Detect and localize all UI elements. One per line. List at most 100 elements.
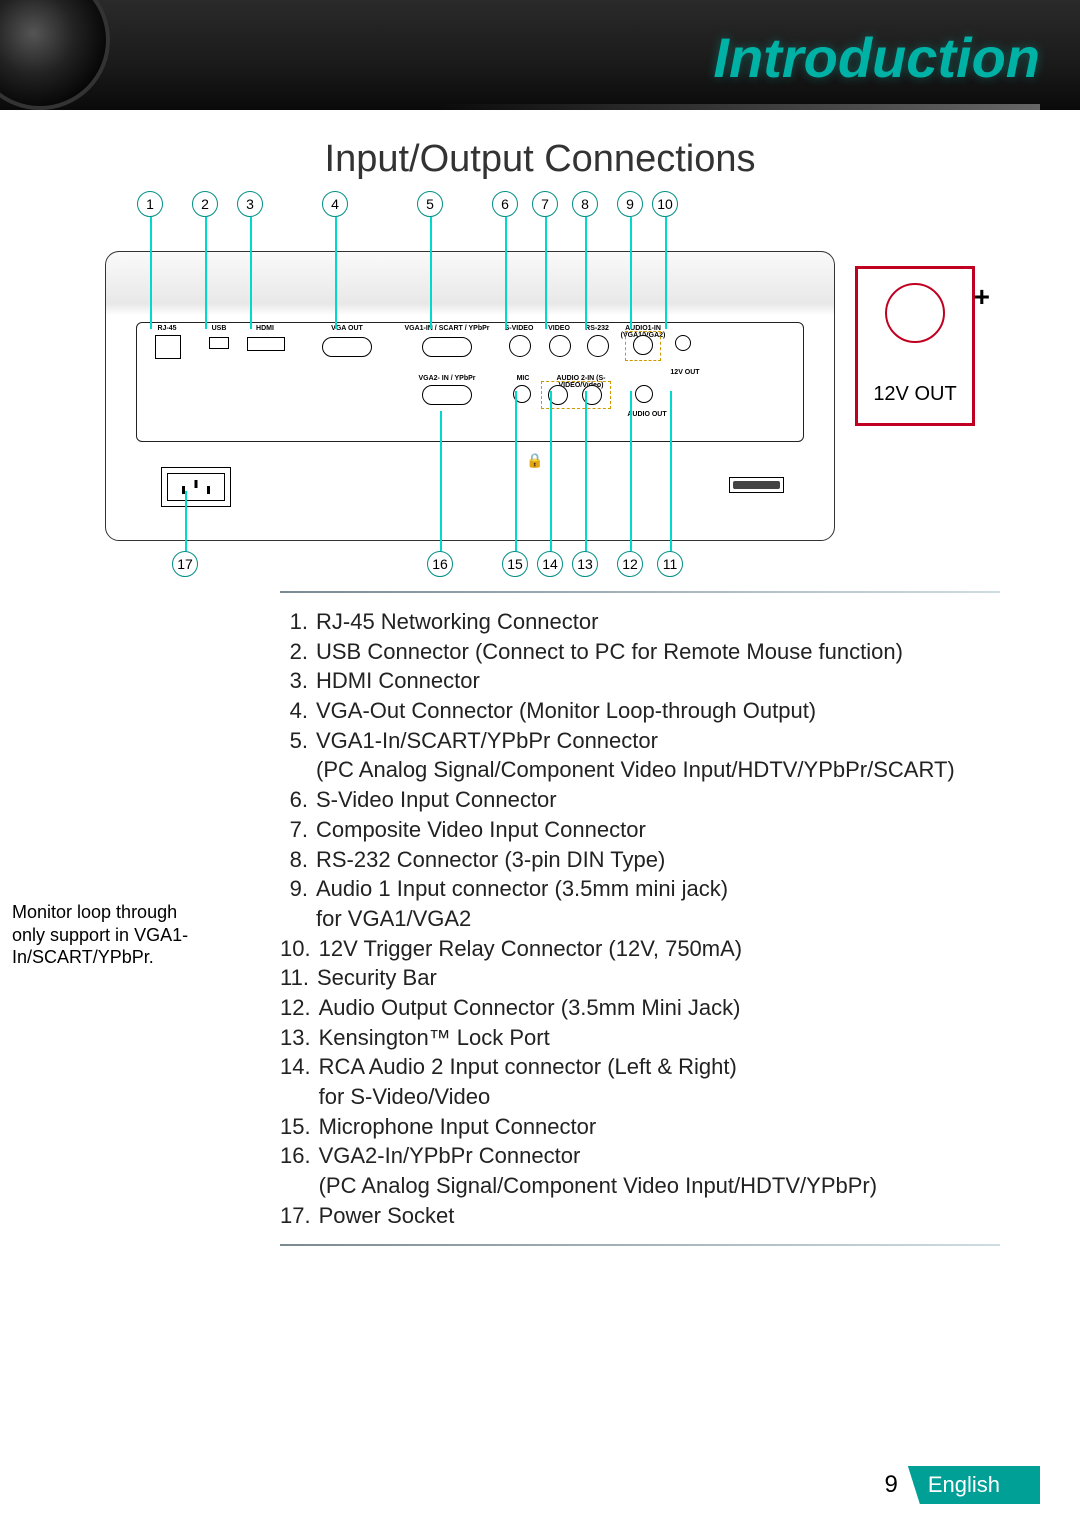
- list-item: 2.USB Connector (Connect to PC for Remot…: [280, 637, 1040, 667]
- list-item: 6.S-Video Input Connector: [280, 785, 1040, 815]
- leader-line: [430, 217, 432, 329]
- kensington-icon: 🔒: [526, 452, 543, 469]
- callout-number: 16: [427, 551, 453, 577]
- list-item-number: 15.: [280, 1112, 319, 1142]
- port-hdmi: [247, 337, 285, 351]
- leader-line: [585, 391, 587, 551]
- port-audioout: [635, 385, 653, 403]
- list-item-text: S-Video Input Connector: [316, 785, 1040, 815]
- list-item-number: 10.: [280, 934, 319, 964]
- callout-number: 5: [417, 191, 443, 217]
- port-rj45: [155, 335, 181, 359]
- list-item-number: 17.: [280, 1201, 319, 1231]
- callout-number: 14: [537, 551, 563, 577]
- list-item-text: Audio 1 Input connector (3.5mm mini jack…: [316, 874, 1040, 933]
- port-rs232: [587, 335, 609, 357]
- callout-number: 7: [532, 191, 558, 217]
- list-item-number: 14.: [280, 1052, 319, 1111]
- leader-line: [440, 411, 442, 551]
- list-item-number: 16.: [280, 1141, 319, 1200]
- leader-line: [630, 217, 632, 329]
- list-item: 4.VGA-Out Connector (Monitor Loop-throug…: [280, 696, 1040, 726]
- leader-line: [515, 391, 517, 551]
- callout-number: 10: [652, 191, 678, 217]
- content-area: Monitor loop through only support in VGA…: [0, 591, 1080, 1246]
- port-strip: RJ-45 USB HDMI VGA OUT VGA1-IN / SCART /…: [136, 322, 804, 442]
- lens-decoration: [0, 0, 110, 110]
- label-svideo: S-VIDEO: [505, 325, 534, 332]
- header-title: Introduction: [713, 25, 1040, 90]
- callout-number: 1: [137, 191, 163, 217]
- list-item-text: USB Connector (Connect to PC for Remote …: [316, 637, 1040, 667]
- list-item-number: 11.: [280, 963, 317, 993]
- port-vga1: [422, 337, 472, 357]
- list-item: 15.Microphone Input Connector: [280, 1112, 1040, 1142]
- list-item: 14.RCA Audio 2 Input connector (Left & R…: [280, 1052, 1040, 1111]
- callout-number: 11: [657, 551, 683, 577]
- power-socket: [161, 467, 231, 507]
- callout-number: 8: [572, 191, 598, 217]
- page-footer: 9 English: [884, 1466, 1040, 1504]
- leader-line: [550, 391, 552, 551]
- list-item: 5.VGA1-In/SCART/YPbPr Connector(PC Analo…: [280, 726, 1040, 785]
- leader-line: [505, 217, 507, 329]
- callout-number: 3: [237, 191, 263, 217]
- divider-bottom: [280, 1244, 1000, 1246]
- list-item: 3.HDMI Connector: [280, 666, 1040, 696]
- connector-diagram: RJ-45 USB HDMI VGA OUT VGA1-IN / SCART /…: [105, 191, 975, 581]
- security-bar: [729, 477, 784, 493]
- callout-number: 12: [617, 551, 643, 577]
- list-item: 16.VGA2-In/YPbPr Connector(PC Analog Sig…: [280, 1141, 1040, 1200]
- list-item-text: 12V Trigger Relay Connector (12V, 750mA): [319, 934, 1040, 964]
- label-vga1: VGA1-IN / SCART / YPbPr: [404, 325, 489, 332]
- trigger-detail-callout: + 12V OUT: [855, 266, 975, 426]
- header-underline: [440, 104, 1040, 110]
- list-item-text: Security Bar: [317, 963, 1040, 993]
- list-item-number: 7.: [280, 815, 316, 845]
- list-item-text: Microphone Input Connector: [319, 1112, 1040, 1142]
- connector-list: 1.RJ-45 Networking Connector2.USB Connec…: [280, 607, 1040, 1230]
- audio2-group: [541, 381, 611, 409]
- list-item-text: Power Socket: [319, 1201, 1040, 1231]
- list-item-text: HDMI Connector: [316, 666, 1040, 696]
- callout-number: 9: [617, 191, 643, 217]
- list-item-text: VGA-Out Connector (Monitor Loop-through …: [316, 696, 1040, 726]
- label-rj45: RJ-45: [157, 325, 176, 332]
- trigger-callout-label: 12V OUT: [858, 383, 972, 406]
- label-mic: MIC: [517, 375, 530, 382]
- language-tab: English: [908, 1466, 1040, 1504]
- leader-line: [335, 217, 337, 329]
- label-usb: USB: [212, 325, 227, 332]
- list-item: 17.Power Socket: [280, 1201, 1040, 1231]
- list-item-text: Kensington™ Lock Port: [319, 1023, 1040, 1053]
- list-item-number: 3.: [280, 666, 316, 696]
- projector-back-panel: RJ-45 USB HDMI VGA OUT VGA1-IN / SCART /…: [105, 251, 835, 541]
- label-video: VIDEO: [548, 325, 570, 332]
- leader-line: [250, 217, 252, 329]
- list-item-number: 13.: [280, 1023, 319, 1053]
- list-item: 7.Composite Video Input Connector: [280, 815, 1040, 845]
- list-item-text: VGA1-In/SCART/YPbPr Connector(PC Analog …: [316, 726, 1040, 785]
- leader-line: [205, 217, 207, 329]
- port-trigger: [675, 335, 691, 351]
- label-hdmi: HDMI: [256, 325, 274, 332]
- side-note: Monitor loop through only support in VGA…: [12, 901, 212, 969]
- leader-line: [665, 217, 667, 329]
- port-vgaout: [322, 337, 372, 357]
- list-item-number: 6.: [280, 785, 316, 815]
- leader-line: [585, 217, 587, 329]
- list-item-text: VGA2-In/YPbPr Connector(PC Analog Signal…: [319, 1141, 1040, 1200]
- list-item-number: 1.: [280, 607, 316, 637]
- port-vga2: [422, 385, 472, 405]
- list-item: 9.Audio 1 Input connector (3.5mm mini ja…: [280, 874, 1040, 933]
- leader-line: [545, 217, 547, 329]
- list-item: 12.Audio Output Connector (3.5mm Mini Ja…: [280, 993, 1040, 1023]
- label-rs232: RS-232: [585, 325, 609, 332]
- list-item: 1.RJ-45 Networking Connector: [280, 607, 1040, 637]
- label-vga2: VGA2- IN / YPbPr: [418, 375, 475, 382]
- list-item-number: 12.: [280, 993, 319, 1023]
- list-item: 8.RS-232 Connector (3-pin DIN Type): [280, 845, 1040, 875]
- section-title: Input/Output Connections: [0, 138, 1080, 181]
- leader-line: [185, 491, 187, 551]
- leader-line: [670, 391, 672, 551]
